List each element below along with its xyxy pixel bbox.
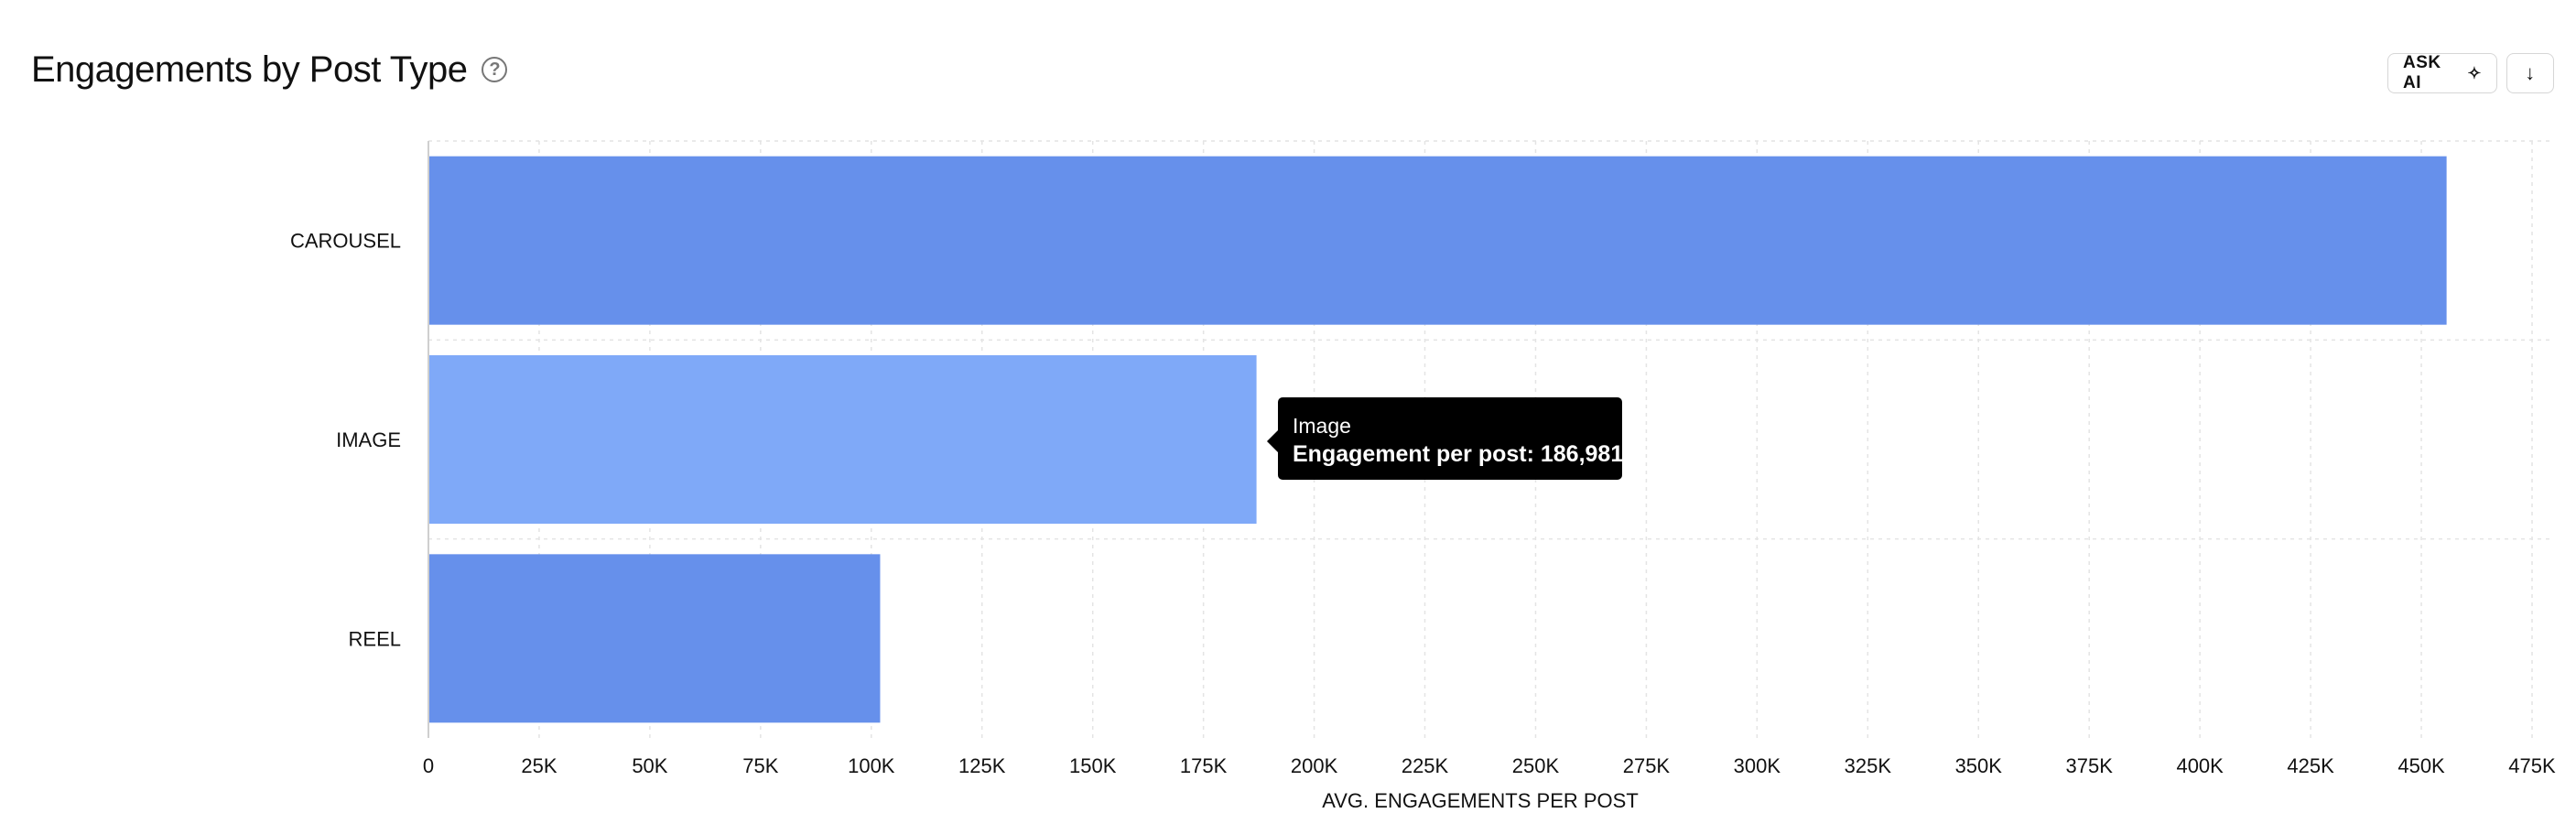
- x-tick-label: 125K: [958, 754, 1006, 777]
- x-tick-label: 300K: [1734, 754, 1781, 777]
- category-label: IMAGE: [336, 428, 401, 451]
- category-label: REEL: [349, 627, 401, 650]
- x-tick-label: 275K: [1623, 754, 1671, 777]
- x-tick-label: 350K: [1955, 754, 2003, 777]
- tooltip-title: Image: [1293, 414, 1351, 438]
- x-tick-label: 75K: [742, 754, 778, 777]
- chart-toolbar: ASK AI ✧ ↓: [2387, 53, 2554, 93]
- ask-ai-label: ASK AI: [2403, 53, 2441, 92]
- x-tick-label: 325K: [1845, 754, 1892, 777]
- question-circle-icon[interactable]: ?: [482, 57, 508, 82]
- x-tick-label: 475K: [2508, 754, 2556, 777]
- x-tick-label: 100K: [848, 754, 895, 777]
- x-tick-label: 50K: [632, 754, 667, 777]
- x-tick-label: 175K: [1180, 754, 1228, 777]
- x-tick-label: 225K: [1402, 754, 1449, 777]
- x-tick-label: 250K: [1512, 754, 1560, 777]
- x-tick-label: 150K: [1069, 754, 1117, 777]
- chart-title: Engagements by Post Type: [31, 49, 468, 90]
- bar-image[interactable]: [428, 355, 1257, 524]
- sparkle-icon: ✧: [2467, 63, 2482, 82]
- category-label: CAROUSEL: [290, 230, 401, 253]
- x-tick-label: 425K: [2287, 754, 2334, 777]
- x-axis-label: AVG. ENGAGEMENTS PER POST: [1322, 789, 1639, 812]
- bar-carousel[interactable]: [428, 156, 2447, 325]
- x-tick-label: 0: [423, 754, 434, 777]
- x-tick-label: 375K: [2066, 754, 2114, 777]
- x-tick-label: 450K: [2397, 754, 2445, 777]
- chart-header: Engagements by Post Type ?: [31, 44, 508, 95]
- ask-ai-button[interactable]: ASK AI ✧: [2387, 53, 2497, 93]
- bar-reel[interactable]: [428, 554, 881, 723]
- x-tick-label: 25K: [521, 754, 557, 777]
- x-tick-label: 200K: [1291, 754, 1338, 777]
- tooltip-value: Engagement per post: 186,981: [1293, 441, 1624, 467]
- download-button[interactable]: ↓: [2506, 53, 2554, 93]
- bar-tooltip: Image Engagement per post: 186,981: [1267, 397, 1624, 480]
- arrow-down-icon: ↓: [2525, 61, 2536, 84]
- x-tick-label: 400K: [2176, 754, 2224, 777]
